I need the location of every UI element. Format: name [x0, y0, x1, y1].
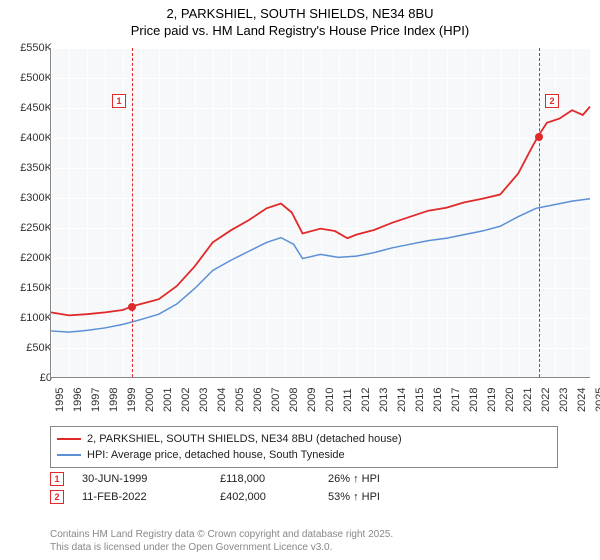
x-tick-label: 1996 — [72, 388, 84, 412]
legend-swatch — [57, 438, 81, 440]
x-tick-label: 2024 — [576, 388, 588, 412]
x-tick-label: 2012 — [360, 388, 372, 412]
x-tick-label: 2009 — [306, 388, 318, 412]
y-tick-label: £400K — [2, 132, 52, 144]
sale-vline-2 — [539, 48, 540, 377]
sales-table: 1 30-JUN-1999 £118,000 26% ↑ HPI 2 11-FEB-202… — [50, 470, 558, 506]
sale-index-box: 2 — [50, 490, 64, 504]
x-tick-label: 2003 — [198, 388, 210, 412]
x-tick-label: 2013 — [378, 388, 390, 412]
x-tick-label: 2017 — [450, 388, 462, 412]
x-tick-label: 2004 — [216, 388, 228, 412]
legend-label: HPI: Average price, detached house, Sout… — [87, 449, 345, 461]
footer-line1: Contains HM Land Registry data © Crown c… — [50, 528, 558, 541]
x-tick-label: 2006 — [252, 388, 264, 412]
sale-dot-2 — [535, 133, 543, 141]
x-tick-label: 1998 — [108, 388, 120, 412]
x-tick-label: 2010 — [324, 388, 336, 412]
chart-plot-area: 12 — [50, 48, 590, 378]
x-tick-label: 2005 — [234, 388, 246, 412]
legend-row: 2, PARKSHIEL, SOUTH SHIELDS, NE34 8BU (d… — [57, 431, 551, 447]
sale-index-box: 1 — [50, 472, 64, 486]
y-tick-label: £50K — [2, 342, 52, 354]
x-tick-label: 2015 — [414, 388, 426, 412]
x-tick-label: 2001 — [162, 388, 174, 412]
y-tick-label: £100K — [2, 312, 52, 324]
x-tick-label: 2000 — [144, 388, 156, 412]
y-tick-label: £200K — [2, 252, 52, 264]
x-tick-label: 2011 — [342, 388, 354, 412]
y-tick-label: £250K — [2, 222, 52, 234]
sale-marker-box-2: 2 — [545, 94, 559, 108]
x-tick-label: 1997 — [90, 388, 102, 412]
sale-vline-1 — [132, 48, 133, 377]
x-tick-label: 2014 — [396, 388, 408, 412]
y-tick-label: £150K — [2, 282, 52, 294]
chart-legend: 2, PARKSHIEL, SOUTH SHIELDS, NE34 8BU (d… — [50, 426, 558, 468]
sale-pct: 26% ↑ HPI — [328, 473, 418, 485]
y-tick-label: £300K — [2, 192, 52, 204]
x-tick-label: 2007 — [270, 388, 282, 412]
chart-title-line2: Price paid vs. HM Land Registry's House … — [0, 23, 600, 38]
chart-title-line1: 2, PARKSHIEL, SOUTH SHIELDS, NE34 8BU — [0, 6, 600, 21]
sale-dot-1 — [128, 303, 136, 311]
sale-pct: 53% ↑ HPI — [328, 491, 418, 503]
x-tick-label: 2022 — [540, 388, 552, 412]
x-tick-label: 2018 — [468, 388, 480, 412]
legend-label: 2, PARKSHIEL, SOUTH SHIELDS, NE34 8BU (d… — [87, 433, 402, 445]
footer-line2: This data is licensed under the Open Gov… — [50, 541, 558, 554]
legend-swatch — [57, 454, 81, 456]
x-tick-label: 2020 — [504, 388, 516, 412]
x-tick-label: 1995 — [54, 388, 66, 412]
sale-row: 2 11-FEB-2022 £402,000 53% ↑ HPI — [50, 488, 558, 506]
y-tick-label: £350K — [2, 162, 52, 174]
x-tick-label: 2025 — [594, 388, 600, 412]
x-tick-label: 2023 — [558, 388, 570, 412]
x-tick-label: 1999 — [126, 388, 138, 412]
footer-attribution: Contains HM Land Registry data © Crown c… — [50, 528, 558, 554]
sale-row: 1 30-JUN-1999 £118,000 26% ↑ HPI — [50, 470, 558, 488]
sale-price: £402,000 — [220, 491, 310, 503]
x-tick-label: 2019 — [486, 388, 498, 412]
y-tick-label: £550K — [2, 42, 52, 54]
sale-date: 11-FEB-2022 — [82, 491, 202, 503]
y-tick-label: £500K — [2, 72, 52, 84]
x-tick-label: 2008 — [288, 388, 300, 412]
sale-price: £118,000 — [220, 473, 310, 485]
y-tick-label: £450K — [2, 102, 52, 114]
y-tick-label: £0 — [2, 372, 52, 384]
x-tick-label: 2021 — [522, 388, 534, 412]
x-tick-label: 2002 — [180, 388, 192, 412]
sale-marker-box-1: 1 — [112, 94, 126, 108]
legend-row: HPI: Average price, detached house, Sout… — [57, 447, 551, 463]
sale-date: 30-JUN-1999 — [82, 473, 202, 485]
x-tick-label: 2016 — [432, 388, 444, 412]
chart-title-block: 2, PARKSHIEL, SOUTH SHIELDS, NE34 8BU Pr… — [0, 0, 600, 40]
